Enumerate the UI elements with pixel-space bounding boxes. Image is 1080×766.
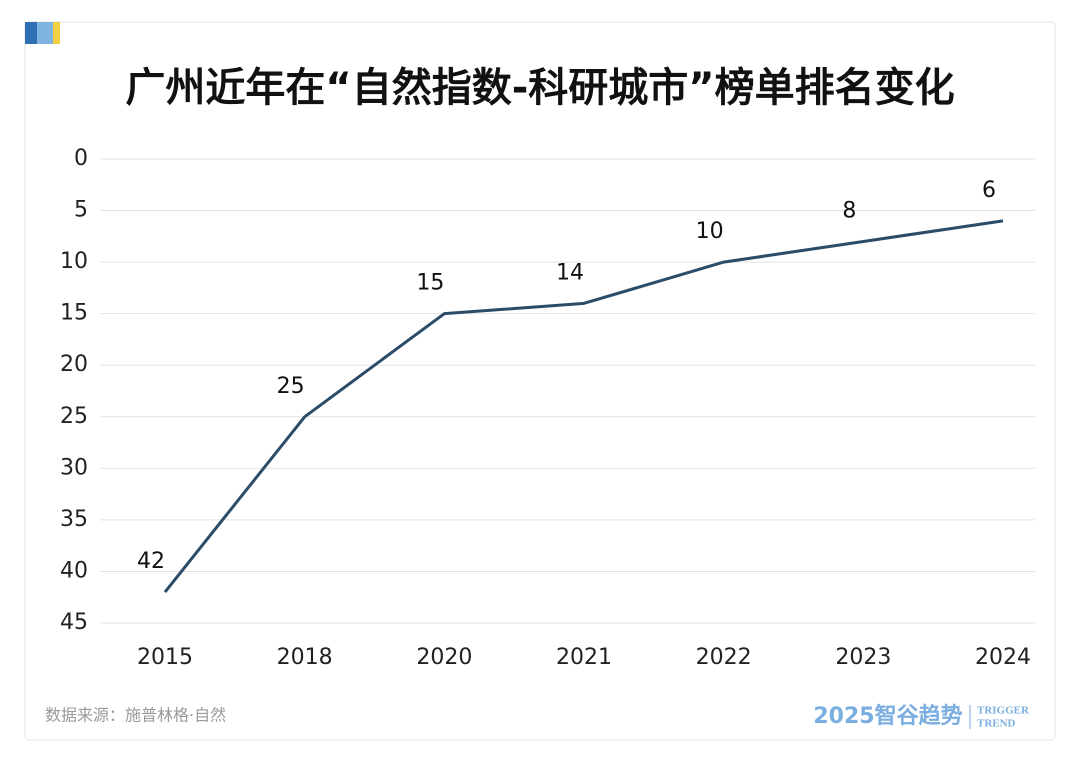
y-tick-label: 30 — [60, 455, 88, 480]
y-tick-label: 10 — [60, 249, 88, 274]
y-tick-label: 0 — [74, 146, 88, 171]
y-tick-label: 20 — [60, 352, 88, 377]
data-label: 6 — [982, 178, 996, 203]
line — [163, 219, 1004, 594]
x-tick-label: 2023 — [835, 645, 891, 670]
x-tick-label: 2024 — [975, 645, 1031, 670]
logo: 2025智谷趋势 — [813, 703, 962, 729]
data-label: 14 — [556, 260, 584, 285]
logo-en: TRIGGER — [977, 705, 1030, 717]
x-tick-label: 2021 — [556, 645, 612, 670]
decor — [25, 22, 37, 44]
y-tick-label: 15 — [60, 301, 88, 326]
decor — [37, 22, 53, 44]
x-tick-label: 2015 — [137, 645, 193, 670]
card — [24, 21, 1056, 741]
y-tick-label: 25 — [60, 404, 88, 429]
y-tick-label: 35 — [60, 507, 88, 532]
data-label: 10 — [696, 219, 724, 244]
y-tick-label: 5 — [74, 198, 88, 223]
data-label: 8 — [842, 198, 856, 223]
x-tick-label: 2022 — [696, 645, 752, 670]
chart-title: 广州近年在“自然指数-科研城市”榜单排名变化 — [125, 65, 954, 111]
data-label: 25 — [277, 374, 305, 399]
data-label: 15 — [416, 271, 444, 296]
y-tick-label: 40 — [60, 558, 88, 583]
x-tick-label: 2018 — [277, 645, 333, 670]
y-tick-label: 45 — [60, 610, 88, 635]
source: 数据来源：施普林格·自然 — [45, 706, 226, 725]
decor — [53, 22, 60, 44]
logo-en: TREND — [977, 718, 1016, 730]
x-tick-label: 2020 — [416, 645, 472, 670]
data-label: 42 — [137, 549, 165, 574]
